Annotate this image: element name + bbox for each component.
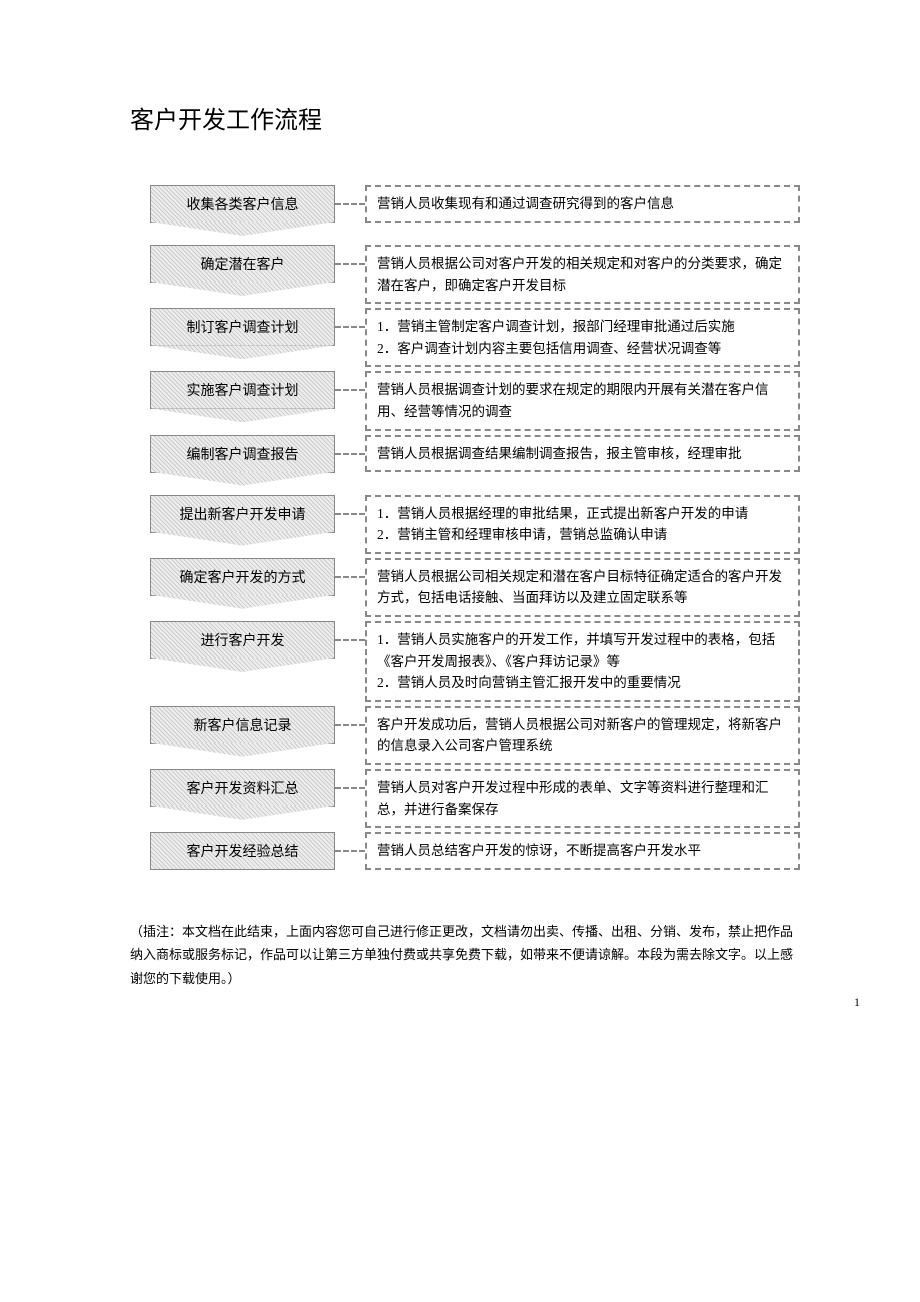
flow-description: 1．营销人员根据经理的审批结果，正式提出新客户开发的申请2．营销主管和经理审核申… [365,495,800,554]
document-page: 客户开发工作流程 收集各类客户信息营销人员收集现有和通过调查研究得到的客户信息确… [0,0,920,1030]
connector-line [335,513,365,515]
connector-line [335,576,365,578]
step-wrap: 客户开发资料汇总 [150,769,335,807]
flow-row: 客户开发经验总结营销人员总结客户开发的惊讶，不断提高客户开发水平 [150,832,800,870]
flow-description: 客户开发成功后，营销人员根据公司对新客户的管理规定，将新客户的信息录入公司客户管… [365,706,800,765]
flow-description: 营销人员总结客户开发的惊讶，不断提高客户开发水平 [365,832,800,870]
flow-description: 营销人员根据调查计划的要求在规定的期限内开展有关潜在客户信用、经营等情况的调查 [365,371,800,430]
page-number: 1 [854,995,860,1010]
flow-description: 营销人员根据调查结果编制调查报告，报主管审核，经理审批 [365,435,800,473]
flow-row: 实施客户调查计划营销人员根据调查计划的要求在规定的期限内开展有关潜在客户信用、经… [150,371,800,430]
flow-description: 营销人员根据公司相关规定和潜在客户目标特征确定适合的客户开发方式，包括电话接触、… [365,558,800,617]
step-wrap: 实施客户调查计划 [150,371,335,409]
flow-step: 新客户信息记录 [150,706,335,744]
flow-row: 编制客户调查报告营销人员根据调查结果编制调查报告，报主管审核，经理审批 [150,435,800,491]
connector-line [335,263,365,265]
connector-line [335,326,365,328]
step-wrap: 进行客户开发 [150,621,335,659]
step-wrap: 编制客户调查报告 [150,435,335,473]
flow-row: 客户开发资料汇总营销人员对客户开发过程中形成的表单、文字等资料进行整理和汇总，并… [150,769,800,828]
flow-description: 营销人员根据公司对客户开发的相关规定和对客户的分类要求，确定潜在客户，即确定客户… [365,245,800,304]
connector-line [335,724,365,726]
flow-step: 进行客户开发 [150,621,335,659]
connector-line [335,453,365,455]
flowchart: 收集各类客户信息营销人员收集现有和通过调查研究得到的客户信息确定潜在客户营销人员… [150,185,800,870]
flow-row: 确定潜在客户营销人员根据公司对客户开发的相关规定和对客户的分类要求，确定潜在客户… [150,245,800,304]
flow-row: 确定客户开发的方式营销人员根据公司相关规定和潜在客户目标特征确定适合的客户开发方… [150,558,800,617]
flow-step: 编制客户调查报告 [150,435,335,473]
flow-description: 1．营销主管制定客户调查计划，报部门经理审批通过后实施2．客户调查计划内容主要包… [365,308,800,367]
connector-line [335,639,365,641]
flow-step: 客户开发资料汇总 [150,769,335,807]
flow-step: 制订客户调查计划 [150,308,335,346]
flow-step: 客户开发经验总结 [150,832,335,870]
step-wrap: 确定客户开发的方式 [150,558,335,596]
flow-step: 收集各类客户信息 [150,185,335,223]
connector-line [335,850,365,852]
flow-row: 进行客户开发 1．营销人员实施客户的开发工作，并填写开发过程中的表格，包括《客户开… [150,621,800,702]
flow-row: 收集各类客户信息营销人员收集现有和通过调查研究得到的客户信息 [150,185,800,241]
flow-step: 实施客户调查计划 [150,371,335,409]
connector-line [335,787,365,789]
flow-row: 制订客户调查计划 1．营销主管制定客户调查计划，报部门经理审批通过后实施2．客户调… [150,308,800,367]
flow-description: 1．营销人员实施客户的开发工作，并填写开发过程中的表格，包括《客户开发周报表》、… [365,621,800,702]
step-wrap: 确定潜在客户 [150,245,335,283]
footnote-text: （插注：本文档在此结束，上面内容您可自己进行修正更改，文档请勿出卖、传播、出租、… [130,920,800,990]
page-title: 客户开发工作流程 [130,100,800,135]
connector-line [335,203,365,205]
step-wrap: 收集各类客户信息 [150,185,335,223]
flow-row: 提出新客户开发申请 1．营销人员根据经理的审批结果，正式提出新客户开发的申请2．营… [150,495,800,554]
flow-step: 确定潜在客户 [150,245,335,283]
connector-line [335,389,365,391]
step-wrap: 新客户信息记录 [150,706,335,744]
flow-row: 新客户信息记录客户开发成功后，营销人员根据公司对新客户的管理规定，将新客户的信息… [150,706,800,765]
flow-step: 提出新客户开发申请 [150,495,335,533]
step-wrap: 客户开发经验总结 [150,832,335,870]
flow-description: 营销人员收集现有和通过调查研究得到的客户信息 [365,185,800,223]
flow-step: 确定客户开发的方式 [150,558,335,596]
step-wrap: 制订客户调查计划 [150,308,335,346]
step-wrap: 提出新客户开发申请 [150,495,335,533]
flow-description: 营销人员对客户开发过程中形成的表单、文字等资料进行整理和汇总，并进行备案保存 [365,769,800,828]
